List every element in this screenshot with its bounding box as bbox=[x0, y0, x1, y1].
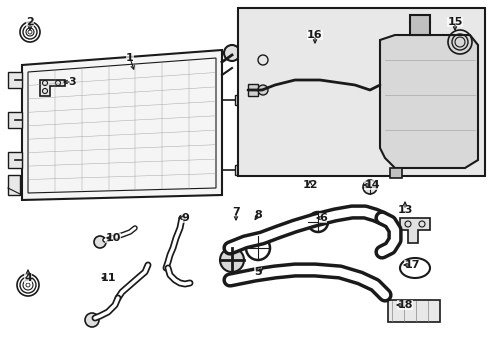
Polygon shape bbox=[40, 80, 65, 96]
Circle shape bbox=[94, 236, 106, 248]
Polygon shape bbox=[379, 35, 477, 168]
Text: 17: 17 bbox=[404, 260, 419, 270]
Polygon shape bbox=[235, 165, 247, 175]
Text: 6: 6 bbox=[318, 213, 326, 223]
Text: 1: 1 bbox=[126, 53, 134, 63]
Text: 8: 8 bbox=[254, 210, 262, 220]
Polygon shape bbox=[22, 50, 222, 200]
Polygon shape bbox=[399, 218, 429, 243]
Bar bbox=[238, 8, 484, 176]
Text: 11: 11 bbox=[100, 273, 116, 283]
Text: 7: 7 bbox=[232, 207, 240, 217]
Polygon shape bbox=[409, 15, 429, 35]
Text: 18: 18 bbox=[396, 300, 412, 310]
Circle shape bbox=[220, 248, 244, 272]
Polygon shape bbox=[8, 152, 22, 168]
Text: 9: 9 bbox=[181, 213, 188, 223]
Polygon shape bbox=[8, 175, 20, 195]
Circle shape bbox=[362, 180, 376, 194]
Text: 12: 12 bbox=[302, 180, 317, 190]
Text: 16: 16 bbox=[306, 30, 322, 40]
Polygon shape bbox=[8, 72, 22, 88]
Circle shape bbox=[224, 45, 240, 61]
Circle shape bbox=[258, 85, 267, 95]
Text: 14: 14 bbox=[364, 180, 379, 190]
Text: 13: 13 bbox=[397, 205, 412, 215]
Text: 2: 2 bbox=[26, 17, 34, 27]
Polygon shape bbox=[8, 112, 22, 128]
Polygon shape bbox=[235, 95, 247, 105]
Bar bbox=[387, 300, 439, 322]
Text: 5: 5 bbox=[254, 267, 261, 277]
Circle shape bbox=[85, 313, 99, 327]
Polygon shape bbox=[247, 84, 258, 96]
Text: 15: 15 bbox=[447, 17, 462, 27]
Polygon shape bbox=[389, 168, 401, 178]
Text: 4: 4 bbox=[24, 273, 32, 283]
Text: 3: 3 bbox=[68, 77, 76, 87]
Text: 10: 10 bbox=[105, 233, 121, 243]
